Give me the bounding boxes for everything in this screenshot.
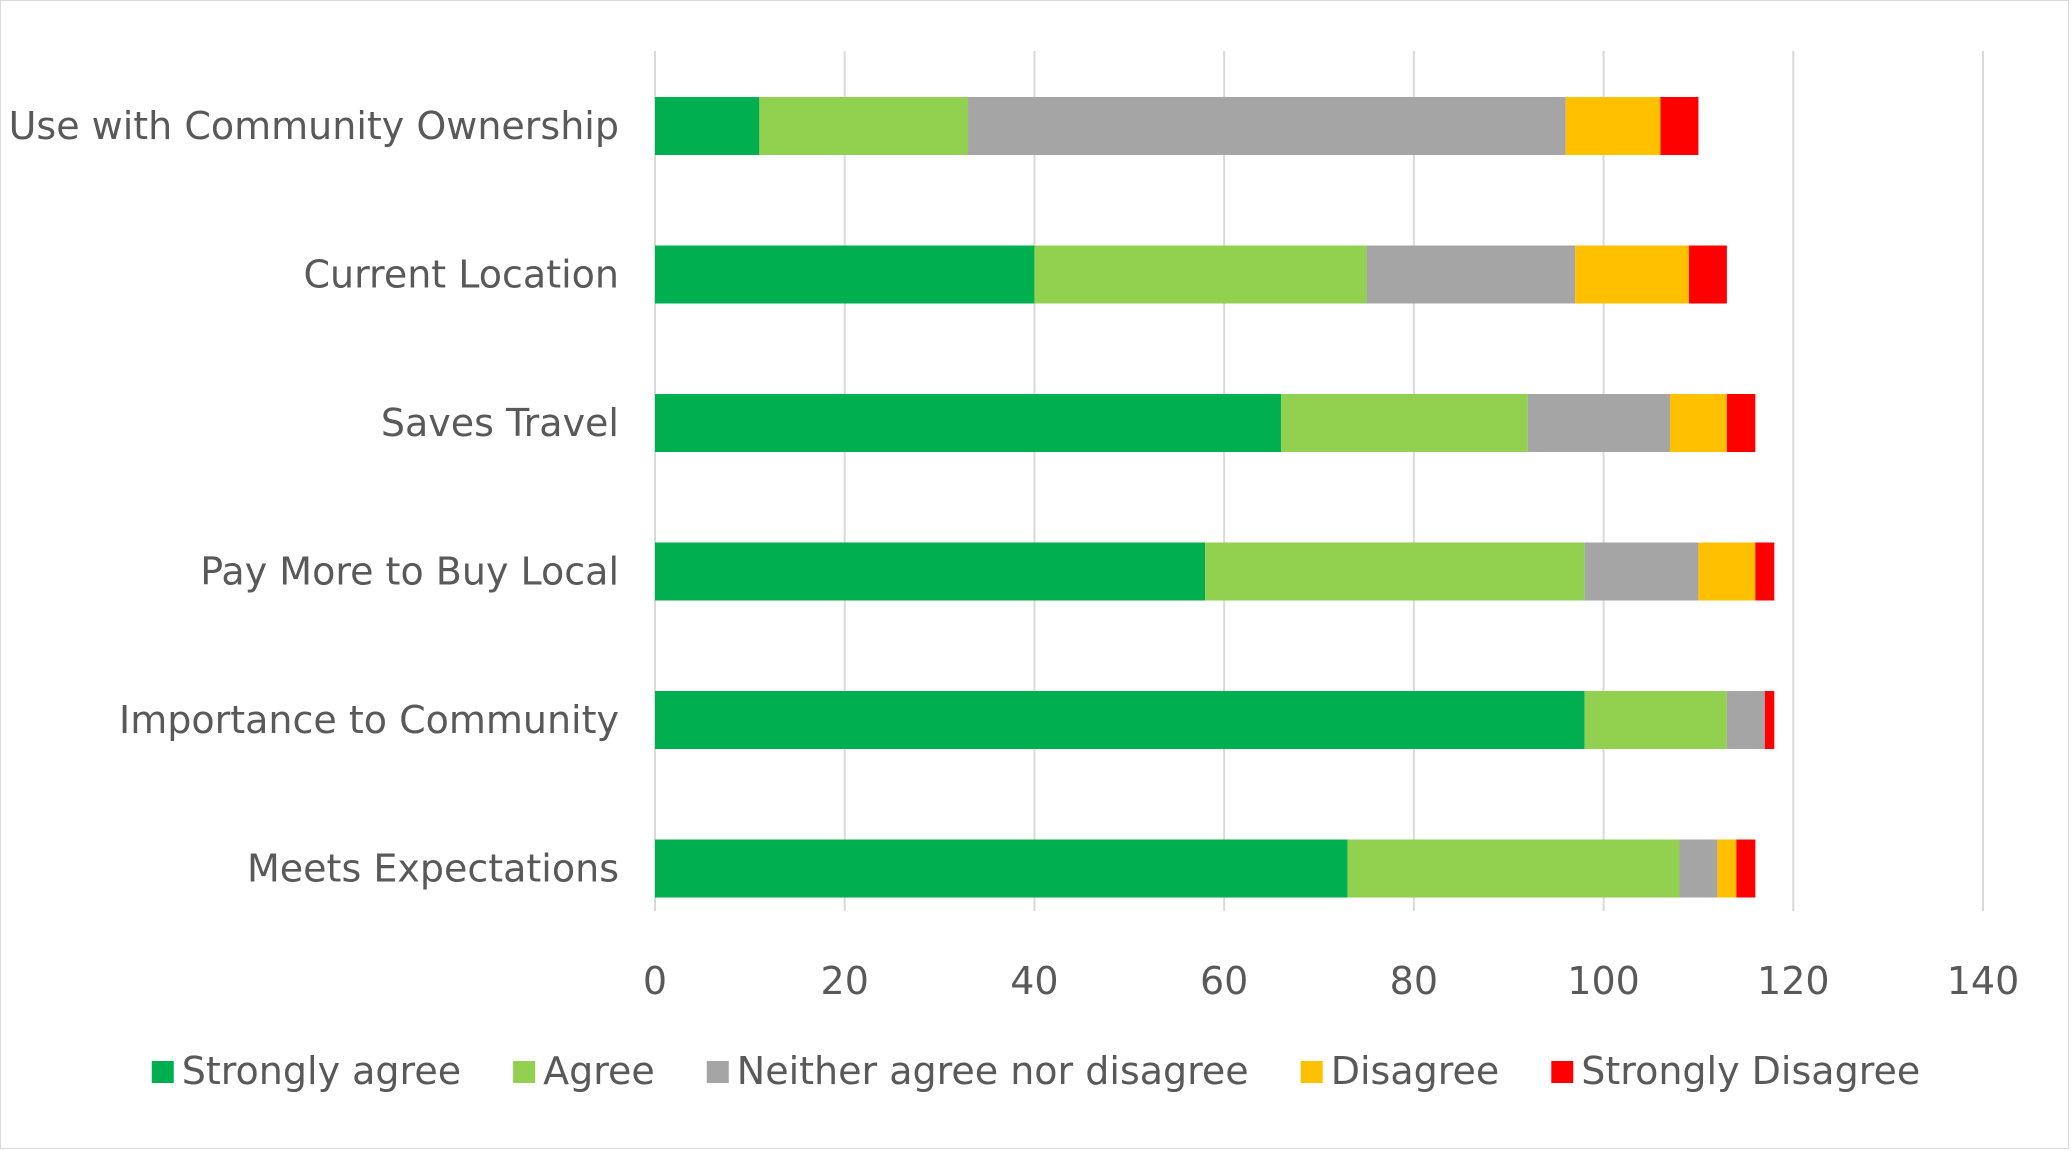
legend-swatch bbox=[151, 1061, 174, 1083]
category-label: Use with Community Ownership bbox=[9, 104, 619, 148]
legend-label: Strongly agree bbox=[182, 1049, 461, 1093]
legend-swatch bbox=[1551, 1061, 1574, 1083]
category-label: Importance to Community bbox=[119, 698, 619, 742]
gridlines bbox=[654, 51, 1984, 911]
x-tick-label: 140 bbox=[1947, 959, 2020, 1003]
bar-segment bbox=[1688, 245, 1727, 304]
bar-segment bbox=[1281, 394, 1528, 452]
bar-segment bbox=[655, 394, 1282, 452]
bar-segment bbox=[1205, 542, 1585, 601]
bar-segment bbox=[1575, 245, 1689, 304]
bar-segment bbox=[1726, 394, 1756, 452]
bar-segment bbox=[1669, 394, 1727, 452]
bar-segment bbox=[655, 245, 1035, 304]
legend: Strongly agree Agree Neither agree nor dis… bbox=[151, 1049, 1920, 1093]
legend-swatch bbox=[706, 1061, 729, 1083]
x-axis-ticks: 0 20 40 60 80 100 120 140 bbox=[643, 959, 2019, 1003]
bar-segment bbox=[1726, 691, 1765, 749]
x-tick-label: 20 bbox=[821, 959, 869, 1003]
bar-segment bbox=[1366, 245, 1576, 304]
x-tick-label: 120 bbox=[1757, 959, 1830, 1003]
legend-label: Agree bbox=[543, 1049, 655, 1093]
legend-label: Disagree bbox=[1331, 1049, 1500, 1093]
x-tick-label: 80 bbox=[1390, 959, 1438, 1003]
x-tick-label: 60 bbox=[1200, 959, 1248, 1003]
legend-item: Neither agree nor disagree bbox=[706, 1049, 1249, 1093]
bar-segment bbox=[1347, 839, 1680, 898]
bar-segment bbox=[968, 97, 1566, 155]
category-labels: Use with Community Ownership Current Loca… bbox=[9, 104, 619, 891]
legend-swatch bbox=[513, 1061, 536, 1083]
x-tick-label: 40 bbox=[1010, 959, 1058, 1003]
x-tick-label: 0 bbox=[643, 959, 667, 1003]
legend-item: Strongly Disagree bbox=[1551, 1049, 1920, 1093]
legend-item: Strongly agree bbox=[151, 1049, 461, 1093]
bar-segment bbox=[1717, 839, 1737, 898]
legend-label: Strongly Disagree bbox=[1581, 1049, 1920, 1093]
bar-segment bbox=[759, 97, 969, 155]
category-label: Saves Travel bbox=[381, 401, 619, 445]
legend-swatch bbox=[1300, 1061, 1323, 1083]
bars bbox=[655, 97, 1775, 898]
bar-segment bbox=[1660, 97, 1699, 155]
x-tick-label: 100 bbox=[1567, 959, 1640, 1003]
bar-segment bbox=[1755, 542, 1775, 601]
bar-segment bbox=[1764, 691, 1775, 749]
legend-item: Agree bbox=[513, 1049, 655, 1093]
bar-segment bbox=[1527, 394, 1670, 452]
bar-segment bbox=[1565, 97, 1661, 155]
bar-segment bbox=[655, 839, 1348, 898]
bar-segment bbox=[655, 97, 760, 155]
bar-segment bbox=[1736, 839, 1756, 898]
category-label: Current Location bbox=[303, 253, 619, 297]
category-label: Meets Expectations bbox=[247, 847, 619, 891]
legend-item: Disagree bbox=[1300, 1049, 1500, 1093]
bar-segment bbox=[1679, 839, 1718, 898]
bar-segment bbox=[1584, 691, 1727, 749]
legend-label: Neither agree nor disagree bbox=[737, 1049, 1249, 1093]
category-label: Pay More to Buy Local bbox=[200, 550, 619, 594]
bar-segment bbox=[1584, 542, 1699, 601]
bar-segment bbox=[655, 542, 1206, 601]
bar-segment bbox=[1698, 542, 1756, 601]
bar-segment bbox=[1034, 245, 1367, 304]
bar-segment bbox=[655, 691, 1585, 749]
